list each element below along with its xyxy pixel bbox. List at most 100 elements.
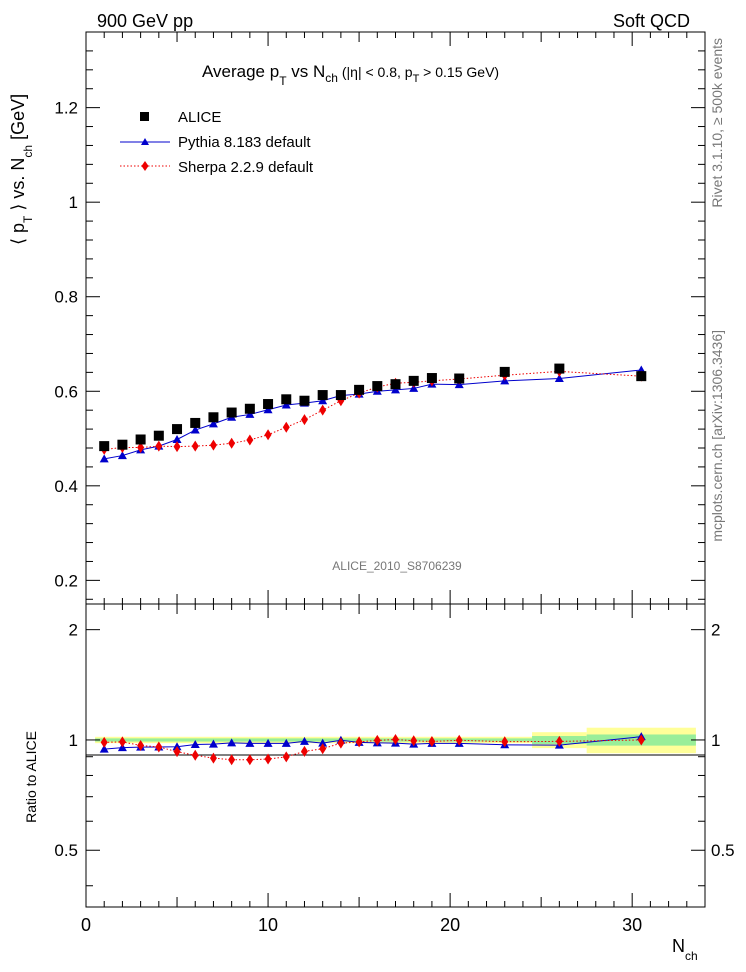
- main-data-point: [172, 434, 182, 443]
- main-data-point: [554, 374, 564, 383]
- ratio-data-point: [209, 752, 217, 764]
- title-sub-c: T: [413, 73, 420, 85]
- ratio-data-point: [245, 738, 255, 747]
- ratio-data-point: [264, 753, 272, 765]
- main-data-point: [263, 399, 274, 410]
- main-data-point: [300, 414, 308, 426]
- title-part-c: (|η| < 0.8, p: [338, 64, 413, 80]
- main-series-line: [104, 370, 642, 450]
- main-data-point: [99, 441, 110, 452]
- ylabel-part-c: [GeV]: [8, 94, 28, 145]
- analysis-label: ALICE_2010_S8706239: [332, 559, 462, 573]
- ratio-y-tick-label: 2: [69, 621, 78, 640]
- ylabel-sub-b: ch: [21, 145, 35, 158]
- legend-sherpa-label: Sherpa 2.2.9 default: [178, 159, 314, 176]
- main-y-tick-label: 0.4: [54, 477, 78, 496]
- ratio-data-point: [173, 746, 181, 758]
- ratio-data-point: [137, 739, 145, 751]
- ratio-data-point: [227, 738, 237, 747]
- main-y-tick-label: 0.6: [54, 382, 78, 401]
- main-data-point: [281, 400, 291, 409]
- main-data-point: [319, 404, 327, 416]
- main-data-point: [317, 390, 328, 401]
- main-data-point: [318, 396, 328, 405]
- main-data-point: [454, 373, 465, 384]
- ratio-data-point: [355, 736, 363, 748]
- legend-alice-marker: [140, 112, 149, 121]
- main-y-tick-label: 1: [69, 193, 78, 212]
- ratio-y-tick-label-right: 1: [711, 731, 720, 750]
- main-panel: 0.20.40.60.811.2 Average pT vs Nch (|η| …: [8, 31, 706, 605]
- ratio-data-point: [100, 736, 108, 748]
- main-data-point: [137, 442, 145, 454]
- legend: ALICE Pythia 8.183 default Sherpa 2.2.9 …: [120, 109, 314, 176]
- ratio-y-tick-label-right: 0.5: [711, 841, 735, 860]
- main-title: Average pT vs Nch (|η| < 0.8, pT > 0.15 …: [202, 62, 499, 88]
- ratio-panel: 0.5 0.5 1 1 2 2 0 10 20 30 Ratio to ALICE Nch: [23, 603, 735, 963]
- ratio-data-point: [555, 735, 563, 747]
- ratio-data-point: [373, 734, 381, 746]
- ratio-data-point: [208, 739, 218, 748]
- ratio-x-ticks: 0 10 20 30: [81, 604, 706, 935]
- ratio-data-point: [281, 738, 291, 747]
- main-data-point: [245, 409, 255, 418]
- main-data-point: [208, 419, 218, 428]
- main-data-point: [391, 385, 400, 394]
- main-data-point: [426, 373, 437, 384]
- main-data-point: [263, 405, 273, 414]
- main-data-point: [554, 363, 565, 374]
- main-data-point: [172, 424, 183, 435]
- ratio-y-tick-label: 1: [69, 731, 78, 750]
- xlabel-part-a: N: [672, 936, 685, 956]
- ratio-data-point: [410, 735, 418, 747]
- ratio-y-ticks: 0.5 0.5 1 1 2 2: [54, 621, 735, 887]
- legend-alice-label: ALICE: [178, 109, 221, 126]
- title-sub-b: ch: [325, 71, 338, 85]
- main-data-point: [409, 383, 419, 392]
- main-data-point: [190, 425, 200, 434]
- ratio-data-point: [501, 736, 509, 748]
- ratio-data-point: [300, 745, 308, 757]
- mcplots-side-label: mcplots.cern.ch [arXiv:1306.3436]: [709, 330, 725, 542]
- main-data-point: [335, 390, 346, 401]
- main-data-point: [499, 366, 510, 377]
- main-data-point: [155, 440, 163, 452]
- ratio-y-tick-label-right: 2: [711, 621, 720, 640]
- x-tick-label: 30: [622, 915, 642, 935]
- main-data-point: [244, 403, 255, 414]
- ratio-data-point: [99, 744, 109, 753]
- main-data-point: [226, 407, 237, 418]
- ratio-data-point: [299, 736, 309, 745]
- main-data-point: [636, 371, 647, 382]
- ratio-data-point: [191, 749, 199, 761]
- main-data-point: [246, 434, 254, 446]
- main-data-point: [408, 375, 419, 386]
- main-data-point: [173, 441, 181, 453]
- main-y-tick-label: 0.2: [54, 571, 78, 590]
- ratio-data-point: [318, 738, 328, 747]
- ratio-series-line: [104, 738, 642, 761]
- xlabel-sub-a: ch: [685, 949, 698, 963]
- legend-sherpa-marker: [141, 161, 149, 171]
- header-right: Soft QCD: [613, 11, 690, 31]
- main-data-point: [281, 394, 292, 405]
- ratio-data-point: [118, 736, 126, 748]
- ratio-y-label: Ratio to ALICE: [23, 731, 39, 823]
- main-data-point: [354, 384, 365, 395]
- title-part-b: vs N: [287, 62, 326, 81]
- header-left: 900 GeV pp: [97, 11, 193, 31]
- x-tick-label: 0: [81, 915, 91, 935]
- main-data-point: [117, 439, 128, 450]
- ratio-data-point: [428, 736, 436, 748]
- main-data-point: [209, 439, 217, 451]
- ratio-y-tick-label: 0.5: [54, 841, 78, 860]
- ratio-data-point: [319, 743, 327, 755]
- legend-pythia-label: Pythia 8.183 default: [178, 134, 311, 151]
- main-data-point: [390, 379, 401, 390]
- title-part-d: > 0.15 GeV): [419, 64, 499, 80]
- main-data-point: [282, 421, 290, 433]
- main-data-point: [208, 412, 219, 423]
- main-y-label: ⟨ pT ⟩ vs. Nch [GeV]: [8, 94, 35, 245]
- main-data-point: [299, 395, 310, 406]
